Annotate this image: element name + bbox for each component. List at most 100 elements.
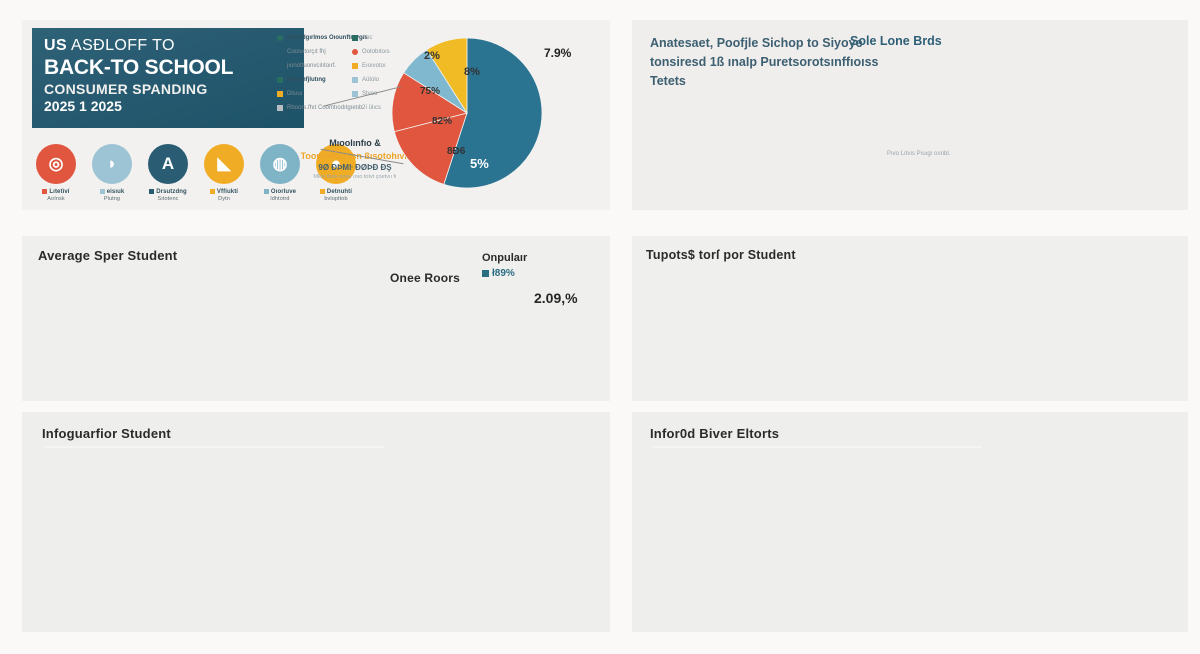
- onee-roors-subtitle: Onpulaır: [482, 252, 528, 264]
- title-rest: ASÐLOFF TO: [67, 37, 175, 54]
- caption-swatch-icon: [42, 189, 48, 194]
- header-legend-column-1: Potındgırlmos Oıounftmvgıs Coosııtorçıt f…: [277, 34, 412, 118]
- legend-swatch-icon: [277, 91, 283, 97]
- legend-swatch-icon: [352, 77, 358, 83]
- tupots-plot: [686, 278, 884, 366]
- onee-roors-legend: ł89%: [482, 268, 515, 279]
- icon-cell: ◗ eisıuk Plutng: [92, 144, 132, 203]
- chart-title-avg-per-student: Average Sper Student: [38, 248, 178, 263]
- chart-title-infor0d: Infor0d Biver Eltorts: [650, 426, 780, 441]
- panel-onee-roors: Onee Roors Onpulaır ł89% 2.09,%: [382, 236, 610, 401]
- caption-swatch-icon: [99, 189, 105, 194]
- legend-row: Atıc: [352, 34, 442, 42]
- legend-row: Coosııtorçıt fhj: [277, 48, 412, 56]
- legend-row: Aütolo: [352, 76, 442, 84]
- caption-swatch-icon: [209, 189, 215, 194]
- panel-infor0d-biver-eltorts: Infor0d Biver Eltorts: [632, 412, 1188, 632]
- legend-label: Dlsıuı: [287, 91, 303, 97]
- header-right-heading-2: Sole Lone Brds: [850, 34, 942, 48]
- legend-row: jıonottuonvcılıtoırf.: [277, 62, 412, 70]
- legend-label: jıonottuonvcılıtoırf.: [287, 63, 337, 69]
- legend-row: Deounfjlutıng: [277, 76, 412, 84]
- panel-average-per-student: Average Sper Student: [22, 236, 382, 401]
- icon-caption: Drsutzdng Sıtotenc: [148, 189, 188, 203]
- icon-cell: ◎ Lıtetìví Aoínsk: [36, 144, 76, 203]
- legend-swatch-icon: [277, 105, 283, 111]
- legend-label: Rhoors.fhıt Coomtıodıtgıetıb: [287, 105, 363, 111]
- chart-title-tupots: Tupots$ torſ por Student: [646, 248, 796, 262]
- header-banner-right: Anatesaet, Poofjle Sichop to Siyoye tons…: [632, 20, 1188, 210]
- legend-text: ł89%: [492, 268, 515, 279]
- infor0d-area-plot: [674, 456, 924, 580]
- legend-swatch-icon: [482, 269, 489, 277]
- caption-swatch-icon: [263, 189, 269, 194]
- avg-per-student-plot: [72, 276, 364, 366]
- title-underline: [44, 446, 384, 448]
- note-line-4: Mloo ttıoo-ooıoı ıoıo totvt çoetvıı fı: [313, 174, 397, 180]
- title-block: US ASÐLOFF TO BACK-TO SCHOOL CONSUMER SP…: [32, 28, 304, 128]
- header-pie-chart: 5% 8Ð6 82% 2% 8% 7.9% 75%: [320, 37, 571, 193]
- header-note: Mıoolınfıo & Tooınottus ısn ßısotohıvıı …: [280, 138, 430, 180]
- note-line-2: Tooınottus ısn ßısotohıvıı: [300, 151, 410, 161]
- onee-roors-annotation: 2.09,%: [534, 290, 578, 306]
- legend-row: Dlsıuı: [277, 90, 412, 98]
- pie-slice: [391, 72, 468, 133]
- legend-row: Rhoors.fhıt Coomtıodıtgıetıb: [277, 104, 412, 112]
- chat-icon[interactable]: ◍: [260, 144, 300, 184]
- note-line-3: 9Ø ÐÞMŀ ÐØÞÐ ÐŞ: [318, 163, 392, 172]
- caption-swatch-icon: [149, 189, 155, 194]
- icon-caption: eisıuk Plutng: [92, 189, 132, 203]
- legend-swatch-icon: [352, 63, 358, 69]
- legend-row: Eıoıvotoı: [352, 62, 442, 70]
- legend-label: Deounfjlutıng: [287, 77, 326, 83]
- legend-label: 2í ülıcs: [362, 105, 382, 111]
- trend-icon[interactable]: ◣: [204, 144, 244, 184]
- legend-swatch-icon: [352, 91, 358, 97]
- icon-cell: ◣ Vffiuktí Dytn: [204, 144, 244, 203]
- panel-infoguarfior-student: Infoguarfior Student: [22, 412, 610, 632]
- legend-swatch-icon: [277, 49, 283, 55]
- panel-right-mid-bar: [898, 236, 1188, 401]
- pie-slice: [426, 37, 468, 115]
- infoguarfior-plot: [68, 458, 386, 580]
- icon-caption: Vffiuktí Dytn: [204, 189, 244, 203]
- right-mid-bar-plot: [954, 278, 1168, 366]
- header-right-note: Pıvo Lıtvıs Pıuıgı oıınbl.: [887, 151, 951, 157]
- note-line-1: Mıoolınfıo &: [329, 138, 381, 148]
- letter-a-icon[interactable]: A: [148, 144, 188, 184]
- chart-title-onee-roors: Onee Roors: [390, 271, 461, 285]
- legend-swatch-icon: [352, 105, 358, 111]
- pie-slice: [393, 112, 468, 185]
- header-right-heading: Anatesaet, Poofjle Sichop to Siyoye tons…: [650, 36, 879, 88]
- icon-caption: Detnuhtí bvlopttob: [316, 189, 356, 203]
- pie-slice: [443, 37, 543, 189]
- legend-row: Ootobıtoıs: [352, 48, 442, 56]
- wifi-icon[interactable]: ◗: [92, 144, 132, 184]
- chart-title-infoguarfior: Infoguarfior Student: [42, 426, 171, 441]
- title-us: US: [44, 37, 68, 54]
- icon-cell: A Drsutzdng Sıtotenc: [148, 144, 188, 203]
- target-icon[interactable]: ◎: [36, 144, 76, 184]
- legend-row: Potındgırlmos Oıounftmvgıs: [277, 34, 412, 42]
- icon-row: ◎ Lıtetìví Aoínsk ◗ eisıuk Plutng A Drsutzdng Sı…: [36, 144, 356, 203]
- title-line-2: BACK-TO SCHOOL: [44, 56, 234, 79]
- title-line-4: 2025 1 2025: [44, 98, 122, 114]
- pie-callout: 7.9%: [544, 46, 572, 60]
- title-underline-2: [652, 446, 982, 448]
- right-bottom-bar-plot: [932, 456, 1162, 580]
- legend-label: Coosııtorçıt fhj: [287, 49, 326, 55]
- icon-cell: ◍ Oıorluve ldhtotrd: [260, 144, 300, 203]
- icon-caption: Oıorluve ldhtotrd: [260, 189, 300, 203]
- caption-swatch-icon: [319, 189, 325, 194]
- legend-label: Ootobıtoıs: [362, 49, 390, 55]
- legend-swatch-icon: [352, 49, 358, 55]
- legend-label: Potındgırlmos Oıounftmvgıs: [287, 35, 368, 41]
- onee-roors-plot: [418, 284, 578, 374]
- legend-label: Aütolo: [362, 77, 380, 83]
- header-banner-left: US ASÐLOFF TO BACK-TO SCHOOL CONSUMER SP…: [22, 20, 610, 210]
- icon-caption: Lıtetìví Aoínsk: [36, 189, 76, 203]
- legend-swatch-icon: [277, 63, 283, 69]
- legend-label: Eıoıvotoı: [362, 63, 386, 69]
- title-line-1: US ASÐLOFF TO: [44, 37, 292, 55]
